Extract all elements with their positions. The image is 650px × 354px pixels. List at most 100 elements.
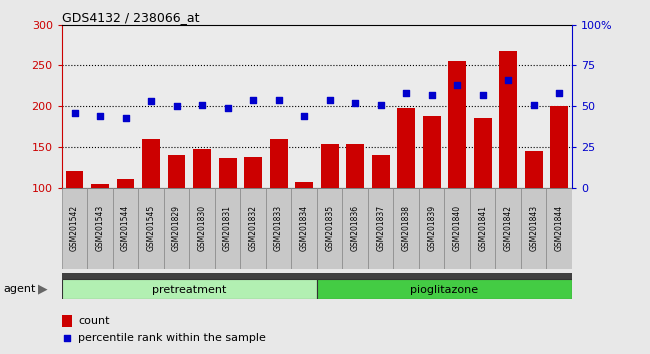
- Point: [503, 77, 514, 83]
- Bar: [393, 25, 419, 188]
- Bar: [317, 25, 343, 188]
- Point: [120, 115, 131, 120]
- Bar: [317, 279, 572, 299]
- Bar: [138, 25, 164, 188]
- Text: ▶: ▶: [38, 282, 47, 296]
- Point: [222, 105, 233, 111]
- Bar: [295, 182, 313, 188]
- Text: GDS4132 / 238066_at: GDS4132 / 238066_at: [62, 11, 200, 24]
- Bar: [419, 25, 445, 188]
- Text: GSM201844: GSM201844: [554, 205, 564, 251]
- Bar: [422, 116, 441, 188]
- Bar: [66, 171, 83, 188]
- Bar: [244, 157, 262, 188]
- Bar: [470, 188, 495, 269]
- Bar: [218, 158, 237, 188]
- Text: GSM201831: GSM201831: [223, 205, 232, 251]
- Point: [452, 82, 462, 88]
- Text: GSM201543: GSM201543: [96, 205, 105, 251]
- Bar: [189, 25, 214, 188]
- Bar: [499, 51, 517, 188]
- Text: GSM201840: GSM201840: [452, 205, 462, 251]
- Point: [401, 90, 411, 96]
- Bar: [495, 25, 521, 188]
- Bar: [368, 188, 393, 269]
- Text: GSM201542: GSM201542: [70, 205, 79, 251]
- Point: [299, 113, 309, 119]
- Bar: [214, 188, 240, 269]
- Bar: [164, 188, 189, 269]
- Bar: [470, 25, 495, 188]
- Point: [197, 102, 207, 107]
- Bar: [142, 139, 160, 188]
- Point: [376, 102, 386, 107]
- Point: [350, 100, 360, 106]
- Bar: [240, 25, 266, 188]
- Text: GSM201835: GSM201835: [325, 205, 334, 251]
- Bar: [164, 25, 189, 188]
- Point: [274, 97, 284, 103]
- Text: GSM201829: GSM201829: [172, 205, 181, 251]
- Point: [554, 90, 564, 96]
- Bar: [138, 188, 164, 269]
- Bar: [266, 25, 291, 188]
- Text: GSM201830: GSM201830: [198, 205, 207, 251]
- Text: GSM201843: GSM201843: [529, 205, 538, 251]
- Bar: [87, 25, 113, 188]
- Text: GSM201842: GSM201842: [504, 205, 513, 251]
- Text: GSM201544: GSM201544: [121, 205, 130, 251]
- Bar: [62, 315, 72, 327]
- Bar: [346, 144, 364, 188]
- Bar: [525, 151, 543, 188]
- Bar: [317, 188, 343, 269]
- Bar: [474, 118, 491, 188]
- Bar: [397, 108, 415, 188]
- Text: agent: agent: [3, 284, 36, 294]
- Bar: [291, 25, 317, 188]
- Point: [528, 102, 539, 107]
- Point: [478, 92, 488, 98]
- Text: pioglitazone: pioglitazone: [410, 285, 478, 295]
- Bar: [551, 106, 568, 188]
- Text: GSM201837: GSM201837: [376, 205, 385, 251]
- Point: [324, 97, 335, 103]
- Bar: [189, 188, 214, 269]
- Bar: [521, 25, 547, 188]
- Bar: [62, 188, 87, 269]
- Bar: [168, 155, 185, 188]
- Bar: [113, 25, 138, 188]
- Bar: [343, 188, 368, 269]
- Text: GSM201838: GSM201838: [402, 205, 411, 251]
- Text: GSM201839: GSM201839: [427, 205, 436, 251]
- Bar: [368, 25, 393, 188]
- Bar: [62, 25, 87, 188]
- Point: [426, 92, 437, 98]
- Text: GSM201545: GSM201545: [146, 205, 155, 251]
- Point: [61, 335, 72, 341]
- Text: GSM201832: GSM201832: [248, 205, 257, 251]
- Text: count: count: [78, 316, 109, 326]
- Bar: [62, 273, 572, 279]
- Bar: [495, 188, 521, 269]
- Bar: [448, 62, 466, 188]
- Bar: [193, 149, 211, 188]
- Point: [146, 98, 156, 104]
- Bar: [116, 179, 135, 188]
- Text: GSM201841: GSM201841: [478, 205, 488, 251]
- Point: [95, 113, 105, 119]
- Bar: [445, 188, 470, 269]
- Bar: [91, 183, 109, 188]
- Bar: [214, 25, 240, 188]
- Bar: [320, 144, 339, 188]
- Text: GSM201834: GSM201834: [300, 205, 309, 251]
- Text: GSM201833: GSM201833: [274, 205, 283, 251]
- Bar: [521, 188, 547, 269]
- Bar: [393, 188, 419, 269]
- Bar: [547, 188, 572, 269]
- Bar: [240, 188, 266, 269]
- Bar: [266, 188, 291, 269]
- Bar: [291, 188, 317, 269]
- Text: percentile rank within the sample: percentile rank within the sample: [78, 333, 266, 343]
- Bar: [372, 155, 389, 188]
- Text: GSM201836: GSM201836: [350, 205, 359, 251]
